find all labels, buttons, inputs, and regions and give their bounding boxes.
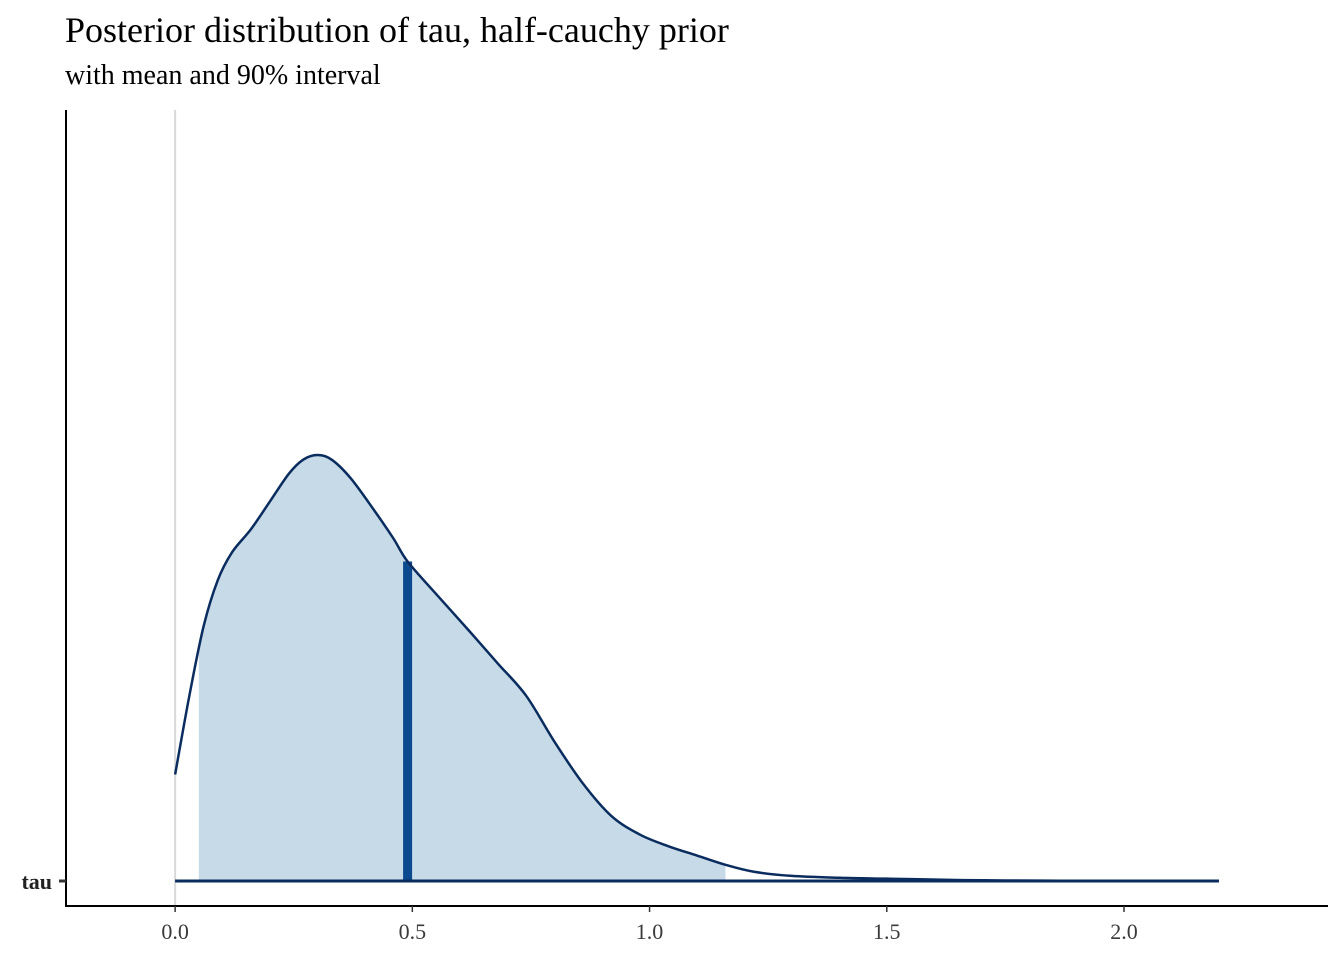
chart-subtitle: with mean and 90% interval	[65, 60, 381, 91]
x-tick-label: 1.0	[636, 919, 664, 944]
interval-90-area	[198, 455, 726, 881]
x-tick-label: 0.0	[161, 919, 189, 944]
x-tick-label: 1.5	[873, 919, 901, 944]
x-tick-label: 0.5	[399, 919, 427, 944]
x-tick-label: 2.0	[1110, 919, 1138, 944]
y-tick-label: tau	[21, 869, 52, 894]
chart-title: Posterior distribution of tau, half-cauc…	[65, 10, 729, 50]
